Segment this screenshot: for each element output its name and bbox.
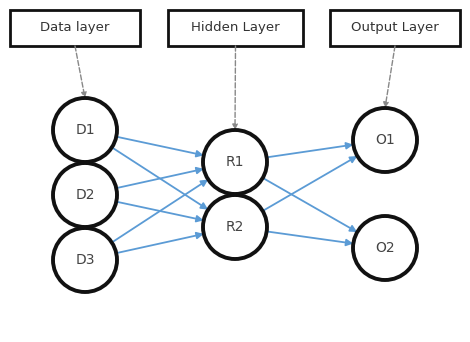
Text: D1: D1 [75, 123, 95, 137]
Circle shape [53, 228, 117, 292]
Circle shape [203, 130, 267, 194]
Circle shape [353, 108, 417, 172]
Circle shape [53, 98, 117, 162]
Text: Data layer: Data layer [40, 22, 110, 35]
Text: Output Layer: Output Layer [351, 22, 439, 35]
Bar [330, 10, 460, 46]
Bar [168, 10, 303, 46]
Text: O2: O2 [375, 241, 395, 255]
Text: D2: D2 [75, 188, 95, 202]
Bar [10, 10, 140, 46]
Text: D3: D3 [75, 253, 95, 267]
Text: R2: R2 [226, 220, 244, 234]
Text: Hidden Layer: Hidden Layer [191, 22, 280, 35]
Circle shape [203, 195, 267, 259]
Text: O1: O1 [375, 133, 395, 147]
Text: R1: R1 [226, 155, 244, 169]
Circle shape [353, 216, 417, 280]
Circle shape [53, 163, 117, 227]
